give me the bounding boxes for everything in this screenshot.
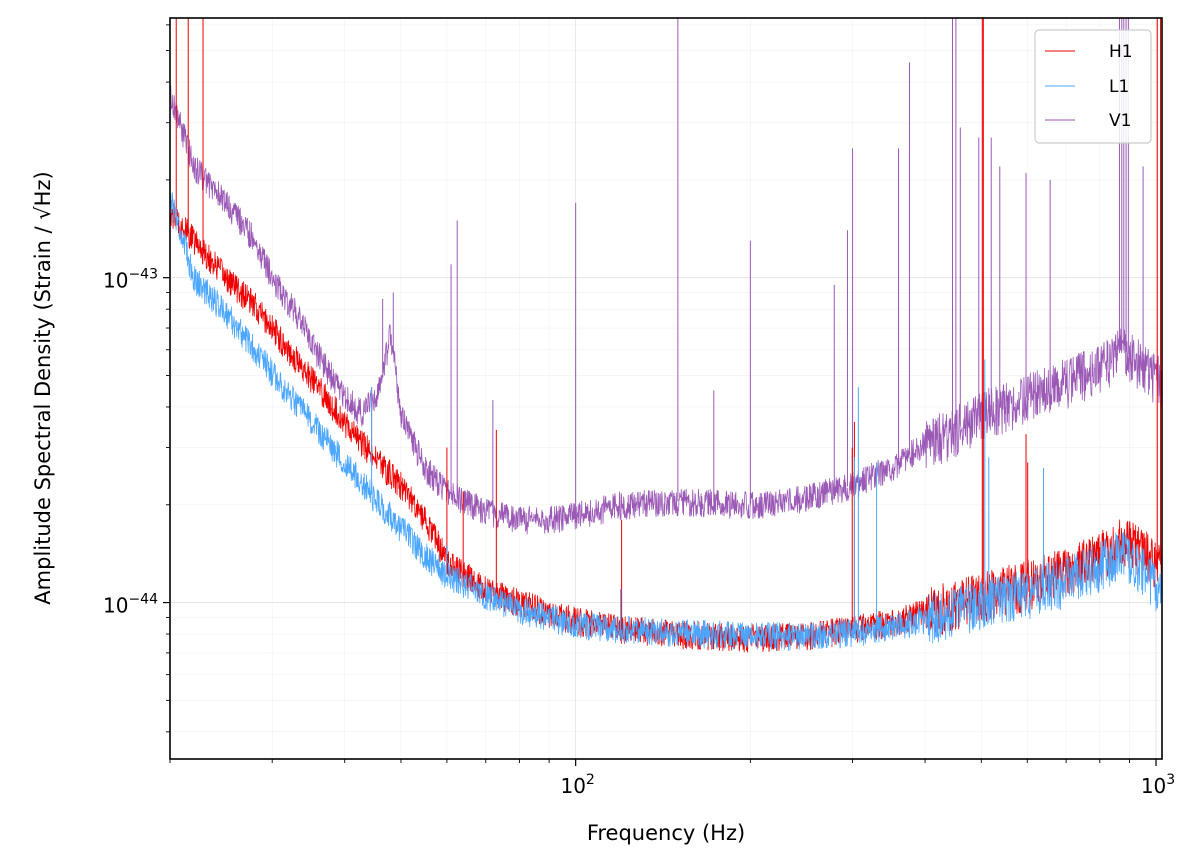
legend-label-l1: L1	[1109, 77, 1129, 97]
series-line-h1	[170, 200, 1162, 653]
x-tick-label: 102	[560, 772, 594, 798]
axis-ticks: 102 103 10−44 10−43	[103, 24, 1175, 798]
grid	[169, 18, 1162, 759]
y-tick-label: 10−44	[103, 592, 158, 618]
series-line-v1	[170, 85, 1162, 535]
legend-label-v1: V1	[1109, 111, 1131, 131]
y-axis-label: Amplitude Spectral Density (Strain / √Hz…	[31, 171, 55, 604]
legend-label-h1: H1	[1109, 42, 1133, 62]
x-tick-label: 103	[1141, 772, 1175, 798]
series-line-l1	[170, 192, 1162, 652]
series-layer	[170, 18, 1162, 653]
legend: H1 L1 V1	[1034, 29, 1152, 144]
x-axis-label: Frequency (Hz)	[587, 821, 745, 845]
y-tick-label: 10−43	[103, 267, 158, 293]
legend-box	[1034, 29, 1152, 144]
plot-frame	[169, 17, 1163, 760]
